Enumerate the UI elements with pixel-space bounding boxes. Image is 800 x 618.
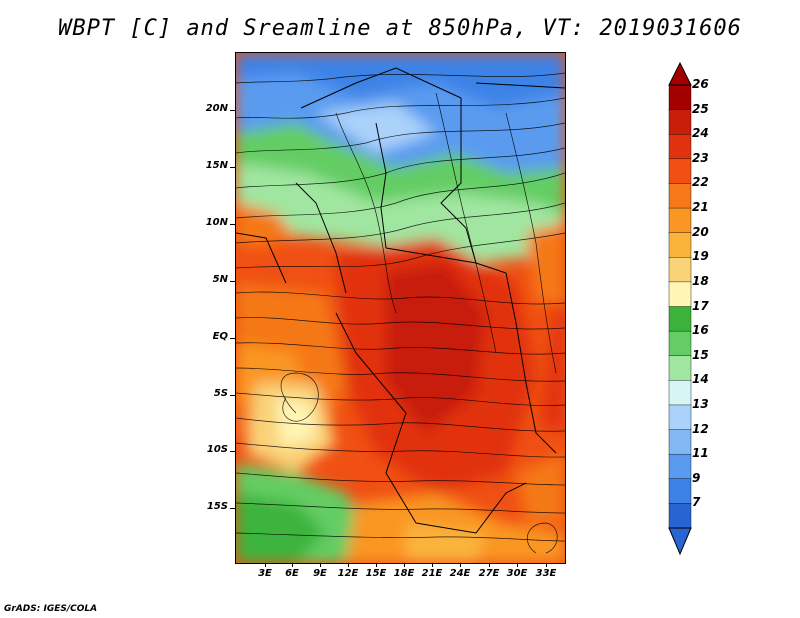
colorbar-label: 26 [692,77,709,91]
lon-tick [546,563,547,567]
lon-label: 27E [478,568,500,579]
colorbar-segment [668,281,692,308]
colorbar-label: 15 [692,347,709,362]
colorbar-label: 13 [692,396,709,411]
lat-tick [230,110,235,111]
colorbar-segment [668,330,692,357]
colorbar [668,61,692,556]
lon-label: 33E [535,568,557,579]
colorbar-label: 19 [692,249,709,264]
colorbar-label: 25 [692,101,709,116]
colorbar-label: 23 [692,150,709,165]
colorbar-segment [668,257,692,283]
colorbar-label: 17 [692,298,709,313]
colorbar-segment [668,429,692,455]
lon-label: 21E [421,568,443,579]
lon-label: 30E [506,568,528,579]
lon-label: 6E [285,568,299,579]
country-borders [236,67,565,534]
lon-tick [460,563,461,567]
lat-label: 15S [206,501,228,512]
lon-label: 15E [365,568,387,579]
lat-label: 10N [205,217,228,228]
wbpt-field [236,53,565,563]
lat-label: EQ [212,331,228,342]
colorbar-label: 21 [692,200,709,215]
lat-tick [230,338,235,339]
colorbar-segment [668,380,692,406]
colorbar-segment [668,232,692,258]
chart-title: WBPT [C] and Sreamline at 850hPa, VT: 20… [58,16,742,41]
lon-tick [404,563,405,567]
map-plot-area [235,52,566,564]
lon-label: 18E [393,568,415,579]
colorbar-label: 14 [692,372,709,387]
colorbar-segment [668,404,692,431]
colorbar-bottom-arrow [668,527,692,556]
colorbar-segment [668,453,692,480]
lat-tick [230,395,235,396]
colorbar-label: 20 [692,224,709,239]
colorbar-label: 18 [692,273,709,288]
lat-tick [230,167,235,168]
lat-tick [230,281,235,282]
lat-label: 5N [212,274,228,285]
colorbar-segment [668,207,692,234]
colorbar-label: 9 [692,470,701,485]
colorbar-top-arrow [668,61,692,86]
colorbar-label: 16 [692,323,709,338]
lon-label: 3E [258,568,272,579]
colorbar-segment [668,183,692,209]
colorbar-label: 7 [692,495,701,510]
lon-tick [517,563,518,567]
grads-credit: GrADS: IGES/COLA [4,604,98,614]
lon-tick [348,563,349,567]
lon-label: 24E [449,568,471,579]
lon-tick [376,563,377,567]
lat-label: 20N [205,103,228,114]
lon-tick [489,563,490,567]
colorbar-label: 11 [692,446,709,461]
lon-tick [432,563,433,567]
lon-tick [320,563,321,567]
lat-label: 15N [205,160,228,171]
colorbar-segment [668,158,692,185]
lat-tick [230,508,235,509]
colorbar-segment [668,84,692,111]
colorbar-segment [668,478,692,505]
colorbar-segment [668,134,692,160]
lon-label: 9E [313,568,327,579]
colorbar-label: 24 [692,126,709,141]
lon-tick [292,563,293,567]
lat-label: 5S [213,388,228,399]
streamlines [236,72,565,554]
colorbar-segment [668,355,692,382]
lat-tick [230,451,235,452]
lon-label: 12E [337,568,359,579]
colorbar-segment [668,306,692,332]
colorbar-label: 12 [692,421,709,436]
lat-label: 10S [206,444,228,455]
colorbar-segment [668,109,692,135]
temperature-fill [236,53,565,563]
lat-tick [230,224,235,225]
colorbar-segment [668,503,692,529]
lon-tick [265,563,266,567]
colorbar-label: 22 [692,175,709,190]
